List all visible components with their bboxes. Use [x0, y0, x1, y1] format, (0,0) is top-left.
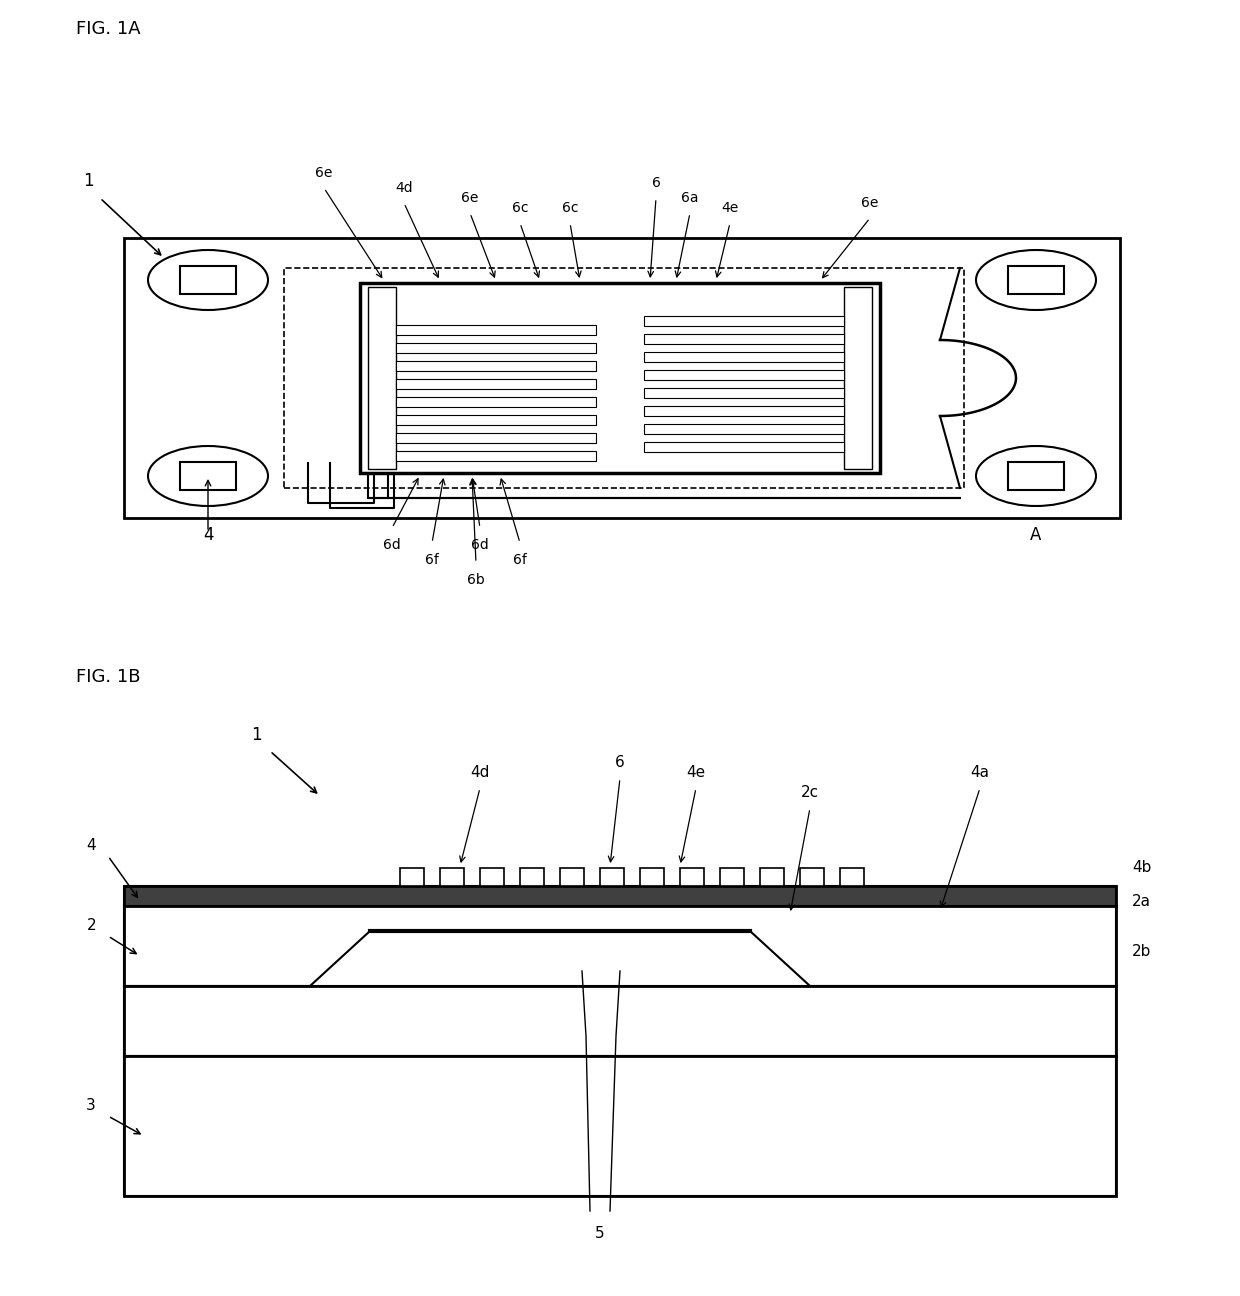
Text: 6f: 6f [513, 553, 527, 568]
Bar [396, 397, 596, 407]
Text: 6b: 6b [467, 573, 485, 587]
Bar [124, 986, 1116, 1056]
Text: 6f: 6f [425, 553, 439, 568]
Bar [396, 362, 596, 371]
Text: A: A [1030, 526, 1042, 544]
Text: 6e: 6e [315, 166, 332, 180]
Bar [480, 868, 503, 886]
Text: 2c: 2c [801, 785, 820, 800]
Bar [1008, 266, 1064, 294]
Bar [644, 442, 844, 452]
Bar [396, 343, 596, 353]
Text: 4: 4 [87, 839, 95, 854]
Text: 6c: 6c [562, 201, 578, 215]
Bar [520, 868, 544, 886]
Bar [644, 369, 844, 380]
Text: 6a: 6a [681, 191, 699, 205]
Text: 4e: 4e [687, 765, 706, 780]
Bar [600, 868, 624, 886]
Text: 4: 4 [203, 526, 213, 544]
Bar [124, 238, 1120, 518]
Bar [396, 415, 596, 425]
Bar [644, 388, 844, 398]
Text: 2: 2 [87, 919, 95, 933]
Bar [1008, 461, 1064, 490]
Bar [396, 378, 596, 389]
Bar [124, 906, 1116, 986]
Text: 1: 1 [83, 172, 93, 191]
Text: 6d: 6d [383, 538, 401, 552]
Bar [396, 325, 596, 334]
Text: 6e: 6e [461, 191, 479, 205]
Bar [368, 286, 396, 469]
Bar [180, 461, 236, 490]
Bar [401, 868, 424, 886]
Bar [360, 283, 880, 473]
Text: FIG. 1B: FIG. 1B [76, 667, 140, 686]
Bar [124, 1056, 1116, 1196]
Bar [396, 451, 596, 461]
Circle shape [148, 446, 268, 505]
Polygon shape [124, 906, 1116, 986]
Text: 4b: 4b [1132, 861, 1152, 876]
Bar [396, 433, 596, 443]
Bar [720, 868, 744, 886]
Bar [844, 286, 872, 469]
Bar [644, 353, 844, 362]
Text: 6c: 6c [512, 201, 528, 215]
Text: 3: 3 [87, 1099, 95, 1113]
Text: 2a: 2a [1132, 893, 1151, 908]
Bar [810, 906, 1116, 986]
Bar [644, 406, 844, 416]
Text: 4d: 4d [396, 181, 413, 194]
Bar [180, 266, 236, 294]
Bar [124, 906, 310, 986]
Text: 5: 5 [595, 1226, 605, 1242]
Bar [760, 868, 784, 886]
Circle shape [976, 250, 1096, 310]
Bar [644, 424, 844, 434]
Text: 1: 1 [250, 726, 262, 744]
Text: 4d: 4d [470, 765, 490, 780]
Bar [839, 868, 864, 886]
Bar [644, 334, 844, 343]
Bar [640, 868, 663, 886]
Bar [124, 1056, 1116, 1196]
Bar [284, 268, 963, 489]
Text: FIG. 1A: FIG. 1A [76, 19, 140, 38]
Text: 6d: 6d [471, 538, 489, 552]
Bar [124, 886, 1116, 1196]
Bar [124, 886, 1116, 906]
Bar [800, 868, 825, 886]
Bar [124, 986, 1116, 1056]
Text: 6: 6 [651, 176, 661, 191]
Circle shape [976, 446, 1096, 505]
Text: 6e: 6e [862, 196, 879, 210]
Text: 2b: 2b [1132, 943, 1152, 959]
Bar [440, 868, 464, 886]
Circle shape [148, 250, 268, 310]
Bar [644, 316, 844, 327]
Text: 4a: 4a [971, 765, 990, 780]
Bar [560, 868, 584, 886]
Text: 6: 6 [615, 756, 625, 770]
Text: 4e: 4e [722, 201, 739, 215]
Bar [680, 868, 704, 886]
